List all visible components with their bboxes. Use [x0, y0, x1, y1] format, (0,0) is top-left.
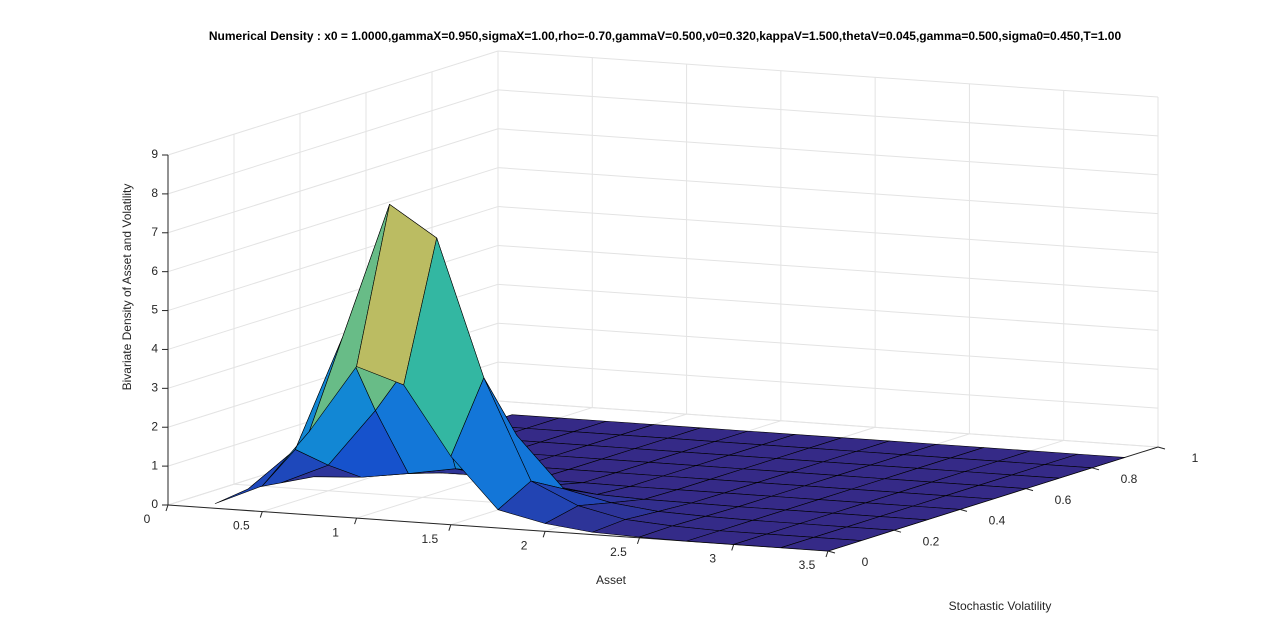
z-tick-label: 8: [151, 186, 158, 200]
x-tick-label: 3.5: [799, 558, 816, 572]
surface-face: [780, 537, 862, 552]
y-tick-label: 1: [1192, 451, 1199, 465]
grid-line: [497, 361, 1159, 409]
z-tick-label: 1: [151, 458, 158, 472]
x-tick: [825, 550, 829, 558]
x-tick: [731, 544, 735, 551]
grid-line: [497, 206, 1159, 254]
y-tick-label: 0: [862, 555, 869, 569]
z-tick-label: 5: [151, 303, 158, 317]
grid-line: [167, 206, 499, 312]
x-axis-label: Asset: [596, 573, 627, 587]
grid-line: [497, 400, 1159, 448]
z-axis-label: Bivariate Density of Asset and Volatilit…: [120, 184, 134, 391]
chart-title: Numerical Density : x0 = 1.0000,gammaX=0…: [209, 29, 1122, 43]
z-tick-label: 6: [151, 264, 158, 278]
y-tick: [827, 550, 836, 554]
x-tick: [259, 511, 263, 518]
y-tick: [959, 508, 968, 512]
z-tick-label: 4: [151, 342, 158, 356]
x-tick-label: 3: [709, 552, 716, 566]
y-tick-label: 0.2: [923, 534, 940, 548]
x-tick: [542, 531, 546, 538]
grid-line: [497, 50, 1159, 98]
x-tick: [636, 537, 640, 545]
y-tick-label: 0.6: [1055, 493, 1072, 507]
y-tick: [893, 529, 902, 533]
grid-line: [497, 89, 1159, 137]
grid-line: [497, 283, 1159, 331]
x-tick-label: 2: [521, 538, 528, 552]
z-tick-label: 2: [151, 419, 158, 433]
z-tick-label: 7: [151, 225, 158, 239]
x-tick: [448, 524, 452, 531]
y-tick: [1157, 446, 1166, 450]
y-axis-label: Stochastic Volatility: [949, 599, 1052, 613]
grid-line: [497, 167, 1159, 215]
x-tick: [165, 504, 169, 512]
grid-line: [167, 128, 499, 234]
y-tick: [1025, 488, 1034, 492]
grid-line: [497, 244, 1159, 292]
x-tick-label: 1: [332, 525, 339, 539]
grid-line: [497, 322, 1159, 370]
grid-line: [497, 128, 1159, 176]
grid-line: [167, 50, 499, 156]
z-tick-label: 9: [151, 147, 158, 161]
z-tick-label: 0: [151, 497, 158, 511]
y-tick-label: 0.8: [1121, 472, 1138, 486]
x-tick-label: 2.5: [610, 545, 627, 559]
x-tick-label: 0: [144, 512, 151, 526]
x-tick-label: 1.5: [422, 532, 439, 546]
grid-line: [167, 167, 499, 273]
grid-line: [167, 89, 499, 195]
y-tick: [1091, 467, 1100, 471]
x-tick-label: 0.5: [233, 519, 250, 533]
x-tick: [354, 517, 358, 525]
y-tick-label: 0.4: [989, 514, 1006, 528]
z-tick-label: 3: [151, 381, 158, 395]
